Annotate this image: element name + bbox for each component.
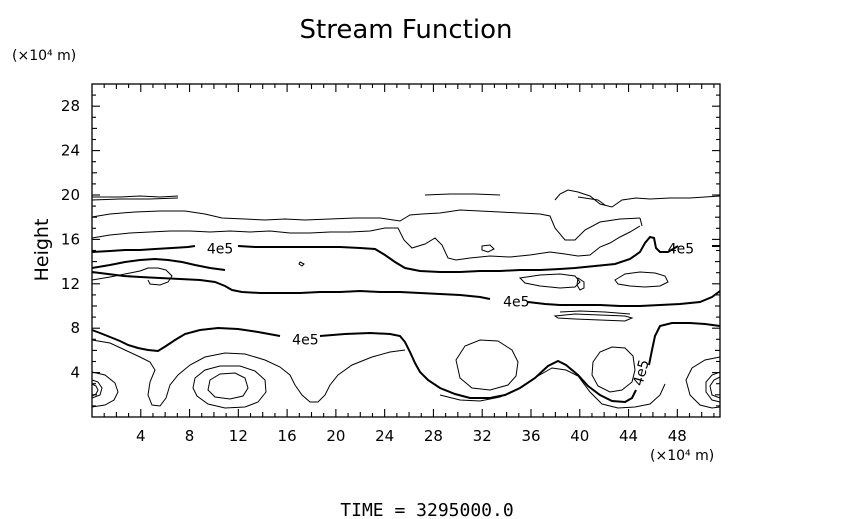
contour-line-labeled — [91, 326, 281, 353]
y-axis-tick-labels: 4 8 12 16 20 24 28 — [61, 97, 80, 381]
y-tick-label: 24 — [61, 142, 80, 160]
y-tick-label: 12 — [61, 275, 80, 293]
contour-line-labeled — [648, 322, 721, 366]
contour-labels: 4e5 4e5 4e5 4e5 4e5 — [207, 241, 694, 387]
x-tick-label: 32 — [473, 427, 492, 445]
contour-line — [424, 193, 501, 196]
contour-value-label: 4e5 — [631, 358, 653, 388]
contour-line — [553, 313, 634, 322]
x-unit-label: (×10⁴ m) — [650, 448, 714, 464]
x-tick-label: 44 — [619, 427, 638, 445]
contour-line — [518, 273, 581, 289]
contour-line — [207, 372, 249, 400]
contour-value-label: 4e5 — [292, 332, 318, 348]
time-footer: TIME = 3295000.0 — [340, 500, 513, 519]
x-tick-label: 4 — [136, 427, 146, 445]
y-axis-label: Height — [31, 219, 53, 282]
contour-line — [481, 244, 495, 253]
contour-line — [709, 376, 721, 399]
contour-line — [91, 339, 406, 407]
y-axis-ticks — [92, 94, 720, 407]
contour-line — [554, 189, 721, 208]
contour-line — [91, 383, 99, 397]
x-tick-label: 12 — [229, 427, 248, 445]
x-tick-label: 20 — [326, 427, 345, 445]
contour-value-label: 4e5 — [668, 241, 694, 257]
contour-line-labeled — [319, 331, 637, 404]
contour-line — [91, 209, 641, 241]
y-tick-label: 4 — [70, 364, 80, 382]
contour-line-labeled — [91, 257, 226, 271]
y-tick-label: 16 — [61, 230, 80, 248]
contour-line-labeled — [527, 290, 721, 307]
chart-title: Stream Function — [300, 15, 513, 45]
plot-frame — [91, 83, 721, 418]
contour-line — [92, 195, 179, 198]
x-tick-label: 28 — [424, 427, 443, 445]
x-tick-label: 8 — [185, 427, 195, 445]
contour-line — [455, 339, 519, 391]
contour-line — [577, 196, 606, 206]
contour-line-labeled — [237, 235, 679, 273]
x-tick-label: 36 — [521, 427, 540, 445]
y-unit-label: (×10⁴ m) — [12, 48, 76, 64]
contour-line — [591, 346, 636, 393]
contour-value-label: 4e5 — [503, 295, 529, 311]
y-tick-label: 20 — [61, 186, 80, 204]
x-tick-label: 24 — [375, 427, 394, 445]
x-axis-ticks — [103, 84, 715, 417]
contour-line — [91, 225, 641, 261]
contour-line — [576, 277, 585, 291]
contour-line — [559, 310, 631, 315]
contour-value-label: 4e5 — [207, 241, 233, 257]
y-tick-label: 8 — [70, 319, 80, 337]
contour-line — [91, 371, 119, 408]
contour-line — [91, 267, 173, 286]
x-tick-label: 48 — [668, 427, 687, 445]
y-tick-label: 28 — [61, 97, 80, 115]
contour-line-labeled — [91, 245, 196, 253]
contour-line — [685, 356, 721, 409]
x-axis-tick-labels: 4 8 12 16 20 24 28 32 36 40 44 48 — [136, 427, 687, 445]
x-tick-label: 16 — [278, 427, 297, 445]
contour-line — [91, 379, 103, 399]
contour-line — [705, 371, 721, 403]
contour-line — [639, 217, 643, 227]
contours — [91, 189, 721, 409]
contour-line — [91, 197, 179, 201]
contour-line — [298, 261, 305, 267]
contour-line — [614, 271, 669, 288]
x-tick-label: 40 — [570, 427, 589, 445]
contour-line — [192, 365, 267, 409]
contour-line-labeled — [91, 271, 491, 300]
